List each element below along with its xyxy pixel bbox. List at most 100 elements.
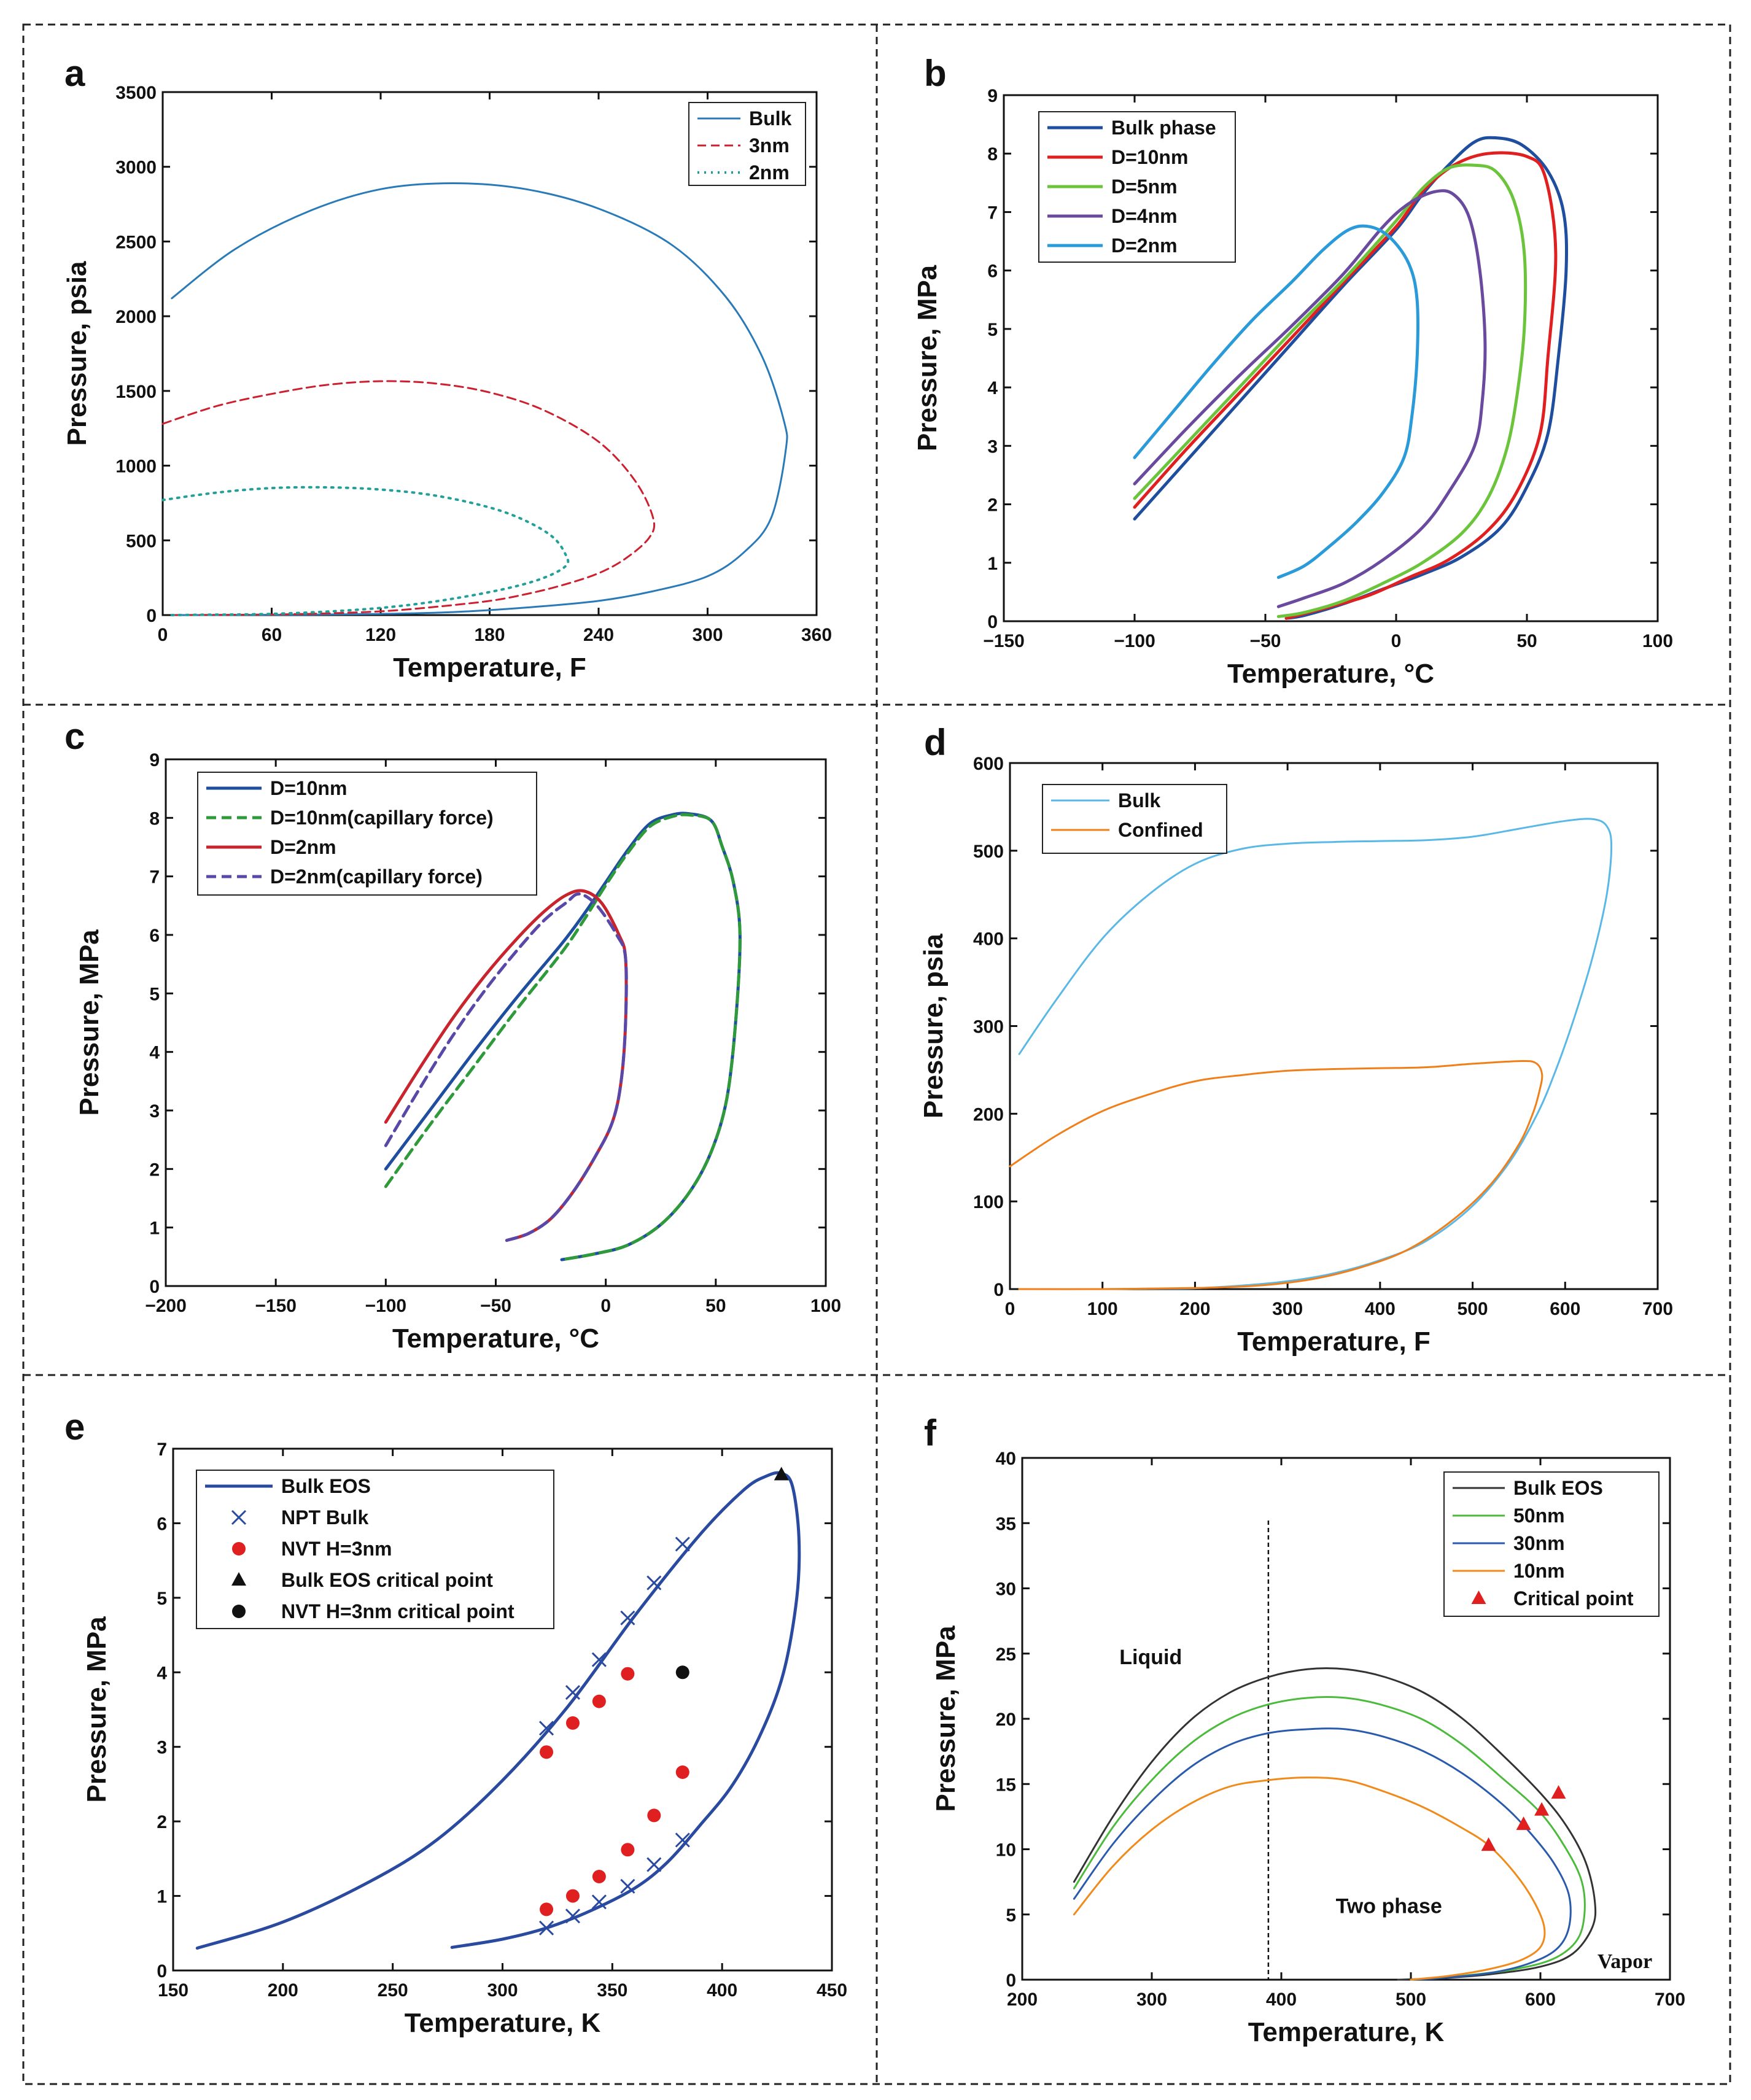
y-tick-label: 0 xyxy=(157,1961,167,1982)
x-axis-label: Temperature, F xyxy=(393,653,586,683)
data-point-x xyxy=(646,1857,662,1872)
legend-swatch-triangle xyxy=(1471,1590,1486,1604)
x-tick-label: −150 xyxy=(983,631,1025,651)
series-line xyxy=(1073,1776,1546,1981)
legend: Bulk EOS NPT Bulk NVT H=3nm Bulk EOS critic… xyxy=(196,1470,554,1629)
x-tick-label: −200 xyxy=(145,1296,187,1316)
y-tick-label: 2 xyxy=(987,495,998,516)
legend-swatch-circle xyxy=(232,1542,246,1556)
data-point-x xyxy=(620,1878,635,1894)
annotation-vapor: Vapor xyxy=(1598,1950,1652,1973)
y-tick-label: 2 xyxy=(149,1160,160,1180)
x-tick-label: 0 xyxy=(1005,1299,1015,1319)
x-tick-label: 400 xyxy=(1266,1990,1297,2010)
legend-label: D=10nm(capillary force) xyxy=(270,807,494,829)
y-tick-label: 4 xyxy=(987,378,998,398)
legend-label: NVT H=3nm critical point xyxy=(281,1600,514,1622)
series-critical-point xyxy=(1481,1785,1566,1851)
panel-d: d 0 100 200 300 400 500 600 700 0 100 200 300 400 500 6… xyxy=(918,722,1673,1357)
data-point-circle xyxy=(540,1902,554,1916)
series-line xyxy=(1133,163,1528,618)
x-axis-label: Temperature, °C xyxy=(1227,659,1434,689)
x-tick-label: 50 xyxy=(705,1296,726,1316)
panel-dividers xyxy=(22,23,1731,2085)
y-tick-label: 8 xyxy=(987,144,998,165)
legend-box xyxy=(197,772,537,896)
y-tick-label: 20 xyxy=(996,1710,1016,1730)
y-tick-label: 3 xyxy=(987,436,998,457)
series-confined xyxy=(1009,1060,1543,1290)
legend-label: NVT H=3nm xyxy=(281,1538,392,1560)
x-tick-label: −100 xyxy=(1114,631,1155,651)
series-line xyxy=(384,889,628,1242)
series-bulk xyxy=(1018,818,1613,1290)
data-point-triangle xyxy=(1516,1816,1531,1831)
series-30nm xyxy=(1073,1727,1572,1981)
panel-c: c −200 −150 −100 −50 0 50 100 0 1 2 3 4 5 6 7 8 9 Temperat… xyxy=(64,716,841,1354)
series-bulk-phase xyxy=(1133,136,1569,620)
y-tick-label: 9 xyxy=(149,750,160,770)
y-tick-label: 3000 xyxy=(115,158,157,178)
data-point-triangle xyxy=(774,1467,789,1481)
legend-label: 3nm xyxy=(749,134,790,157)
data-point-circle xyxy=(647,1808,661,1823)
series-line xyxy=(1133,151,1558,620)
x-axis-label: Temperature, F xyxy=(1237,1327,1431,1357)
y-axis-label: Pressure, psia xyxy=(918,934,949,1118)
legend: D=10nm D=10nm(capillary force) D=2nm D=2nm(… xyxy=(197,772,537,896)
x-tick-label: −50 xyxy=(1250,631,1281,651)
y-tick-label: 6 xyxy=(157,1514,167,1534)
legend-label: D=10nm xyxy=(270,777,347,799)
legend-label: Confined xyxy=(1118,819,1203,841)
legend-label: Bulk EOS xyxy=(1513,1477,1603,1499)
x-tick-label: 300 xyxy=(487,1980,518,2001)
y-tick-label: 1500 xyxy=(115,382,157,402)
legend: Bulk Confined xyxy=(1042,784,1227,854)
legend-label: Critical point xyxy=(1513,1587,1634,1610)
x-axis-label: Temperature, K xyxy=(1248,2017,1445,2047)
panel-f: f 200 300 400 500 600 700 0 5 10 15 20 25 30 35 40 Tempe… xyxy=(924,1412,1685,2047)
series-line xyxy=(1073,1696,1586,1981)
series-d-10nm-capillary-force- xyxy=(384,813,742,1261)
data-point-x xyxy=(620,1610,635,1625)
x-axis-label: Temperature, °C xyxy=(392,1323,599,1354)
y-tick-label: 600 xyxy=(973,754,1004,774)
y-axis-label: Pressure, psia xyxy=(62,261,92,446)
y-tick-label: 7 xyxy=(149,867,160,888)
legend-label: Bulk EOS critical point xyxy=(281,1569,493,1591)
legend-label: Bulk xyxy=(749,107,792,130)
data-point-circle xyxy=(592,1870,606,1883)
x-tick-label: 600 xyxy=(1525,1990,1556,2010)
series-line xyxy=(1073,1727,1572,1981)
panel-letter-b: b xyxy=(924,53,947,94)
panel-a: a 0 60 120 180 240 300 360 0 500 1000 1500 2000 2500 3… xyxy=(62,53,832,683)
x-tick-label: 360 xyxy=(801,625,832,645)
panel-letter-c: c xyxy=(64,716,85,757)
x-axis-label: Temperature, K xyxy=(405,2008,601,2038)
y-tick-label: 6 xyxy=(149,926,160,946)
panel-letter-a: a xyxy=(64,53,85,94)
series-line xyxy=(161,486,570,616)
data-point-triangle xyxy=(1551,1785,1566,1799)
y-tick-label: 200 xyxy=(973,1104,1004,1125)
y-tick-label: 5 xyxy=(987,320,998,340)
y-axis-label: Pressure, MPa xyxy=(74,929,104,1116)
plot-frame xyxy=(1003,94,1659,622)
x-tick-label: 700 xyxy=(1642,1299,1673,1319)
x-tick-label: 120 xyxy=(365,625,396,645)
legend-swatch-x xyxy=(231,1509,247,1525)
y-tick-label: 1 xyxy=(987,554,998,574)
y-tick-label: 40 xyxy=(996,1449,1016,1469)
data-point-circle xyxy=(592,1694,606,1708)
data-point-x xyxy=(538,1920,554,1935)
data-point-circle xyxy=(621,1843,635,1857)
y-axis-label: Pressure, MPa xyxy=(931,1625,961,1812)
y-tick-label: 0 xyxy=(146,606,157,626)
legend-label: NPT Bulk xyxy=(281,1506,368,1529)
panel-letter-f: f xyxy=(924,1412,937,1454)
series-bulk-eos xyxy=(195,1471,801,1950)
series-d-4nm xyxy=(1133,189,1487,608)
y-tick-label: 2000 xyxy=(115,307,157,327)
series-line xyxy=(1133,189,1487,608)
